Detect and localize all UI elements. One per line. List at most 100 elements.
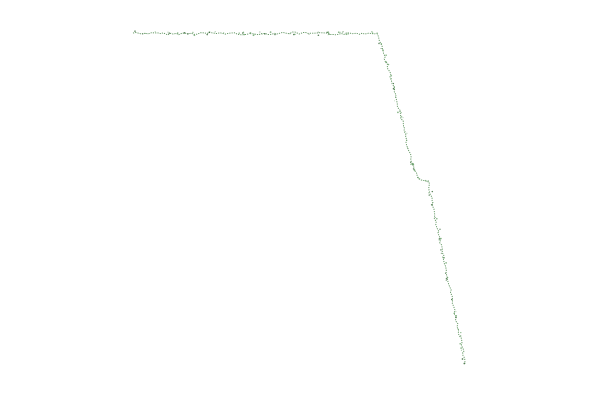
- boundary-speck: [252, 34, 255, 37]
- boundary-speck: [430, 203, 433, 206]
- boundary-speck: [431, 190, 434, 193]
- boundary-speck: [400, 112, 402, 114]
- boundary-speck: [293, 33, 295, 36]
- boundary-speck: [259, 31, 261, 33]
- boundary-speck: [317, 31, 319, 33]
- boundary-speck: [400, 116, 403, 118]
- boundary-speck: [459, 342, 462, 345]
- boundary-speck: [341, 31, 343, 33]
- boundary-speck: [439, 228, 441, 230]
- boundary-speck: [380, 47, 382, 50]
- boundary-speck: [410, 161, 412, 163]
- boundary-speck: [447, 276, 449, 279]
- boundary-speck: [440, 249, 442, 251]
- boundary-speck: [425, 179, 427, 182]
- boundary-speck: [433, 202, 435, 203]
- boundary-speck: [317, 34, 320, 36]
- boundary-speck: [214, 31, 216, 33]
- boundary-line: [132, 30, 466, 365]
- boundary-speck: [168, 32, 170, 34]
- boundary-speck: [445, 262, 447, 264]
- boundary-speck: [390, 77, 392, 80]
- boundary-speck: [342, 31, 344, 33]
- boundary-speck: [347, 33, 349, 35]
- boundary-speck: [402, 117, 404, 119]
- boundary-speck: [445, 279, 447, 281]
- boundary-speck: [269, 31, 272, 33]
- boundary-speck: [183, 32, 186, 34]
- boundary-speck: [455, 316, 457, 319]
- boundary-path: [132, 31, 466, 364]
- boundary-speck: [294, 33, 296, 36]
- boundary-speck: [339, 31, 341, 33]
- boundary-speck: [397, 111, 399, 114]
- boundary-speck: [436, 217, 438, 220]
- boundary-speck: [438, 239, 440, 241]
- boundary-speck: [187, 33, 189, 35]
- boundary-speck: [238, 32, 240, 34]
- boundary-speck: [167, 31, 169, 33]
- boundary-speck: [460, 349, 462, 351]
- boundary-speck: [274, 33, 276, 36]
- boundary-speck: [387, 63, 390, 66]
- boundary-speck: [208, 31, 211, 34]
- boundary-speck: [144, 32, 146, 35]
- boundary-speck: [412, 168, 415, 170]
- boundary-speck: [327, 31, 330, 33]
- boundary-speck: [453, 312, 455, 315]
- boundary-speck: [418, 178, 421, 180]
- boundary-speck: [380, 43, 383, 45]
- boundary-speck: [390, 74, 393, 77]
- boundary-speck: [392, 82, 395, 85]
- boundary-speck: [261, 33, 263, 35]
- boundary-speck: [254, 33, 256, 35]
- boundary-speck: [223, 32, 225, 34]
- boundary-speck: [393, 85, 395, 88]
- boundary-speck: [440, 252, 442, 254]
- boundary-speck: [134, 30, 136, 32]
- boundary-speck: [326, 31, 328, 34]
- boundary-speck: [445, 278, 448, 280]
- boundary-speck: [460, 331, 462, 334]
- boundary-speck: [451, 298, 453, 301]
- boundary-speck: [371, 32, 374, 34]
- boundary-speck: [463, 362, 466, 365]
- boundary-speck: [394, 100, 396, 102]
- boundary-speck: [406, 139, 408, 142]
- boundary-speck: [337, 31, 340, 34]
- boundary-speck: [192, 31, 194, 34]
- boundary-speck: [455, 311, 457, 313]
- boundary-speck: [412, 163, 414, 165]
- boundary-speck: [434, 217, 436, 219]
- boundary-speck: [392, 87, 395, 90]
- boundary-speck: [405, 131, 406, 133]
- boundary-speck: [345, 33, 348, 36]
- boundary-speck: [308, 33, 310, 35]
- boundary-speck: [385, 54, 387, 56]
- boundary-speck: [410, 163, 412, 166]
- boundary-speck: [242, 31, 245, 33]
- boundary-speck: [438, 238, 441, 240]
- boundary-speck: [243, 33, 246, 36]
- boundary-speck: [406, 132, 408, 134]
- boundary-speck: [154, 31, 156, 33]
- boundary-speck: [455, 315, 458, 317]
- boundary-speck: [382, 49, 384, 52]
- boundary-speck: [371, 31, 373, 33]
- boundary-speck: [264, 33, 266, 35]
- boundary-speck: [142, 33, 144, 35]
- boundary-speck: [428, 194, 430, 196]
- boundary-speck: [457, 328, 459, 330]
- boundary-speck: [378, 42, 380, 45]
- boundary-speck: [460, 347, 462, 349]
- boundary-speck: [444, 272, 447, 274]
- boundary-speck: [428, 192, 429, 194]
- boundary-speck: [461, 358, 464, 360]
- boundary-speck: [413, 169, 416, 172]
- boundary-speck: [193, 34, 196, 37]
- boundary-speck: [206, 33, 208, 36]
- boundary-speck: [440, 237, 442, 240]
- boundary-speck: [176, 32, 179, 34]
